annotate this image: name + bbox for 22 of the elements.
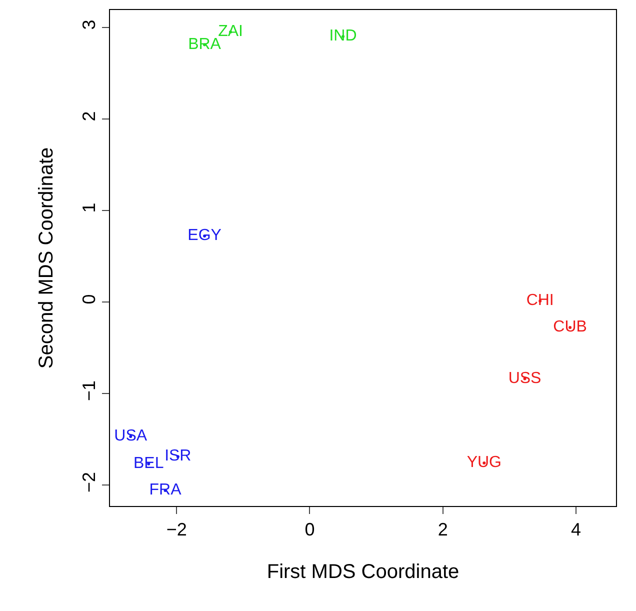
x-tick-label: 0 xyxy=(304,520,315,540)
x-axis-title: First MDS Coordinate xyxy=(266,561,460,584)
x-tick-label: 2 xyxy=(438,520,448,540)
x-tick-label: −2 xyxy=(166,520,187,540)
y-tick-label: 2 xyxy=(78,111,99,122)
data-label: CUB xyxy=(553,318,587,336)
y-axis-title: Second MDS Coordinate xyxy=(35,147,58,369)
data-label: FRA xyxy=(149,481,182,498)
x-tick-label: 4 xyxy=(571,520,582,540)
y-tick-label: 3 xyxy=(78,20,99,30)
data-label: USA xyxy=(114,427,148,444)
data-label: IND xyxy=(329,28,357,45)
y-tick-label: −1 xyxy=(78,380,99,402)
data-label: CHI xyxy=(526,292,554,310)
data-label: YUG xyxy=(466,454,502,471)
data-label: ISR xyxy=(164,448,192,465)
y-tick-label: 0 xyxy=(78,294,99,304)
data-label: EGY xyxy=(188,227,222,244)
data-label: BEL xyxy=(133,454,164,472)
data-label: USS xyxy=(508,370,542,387)
y-tick-label: 1 xyxy=(78,202,99,213)
y-tick-label: −2 xyxy=(78,472,99,493)
